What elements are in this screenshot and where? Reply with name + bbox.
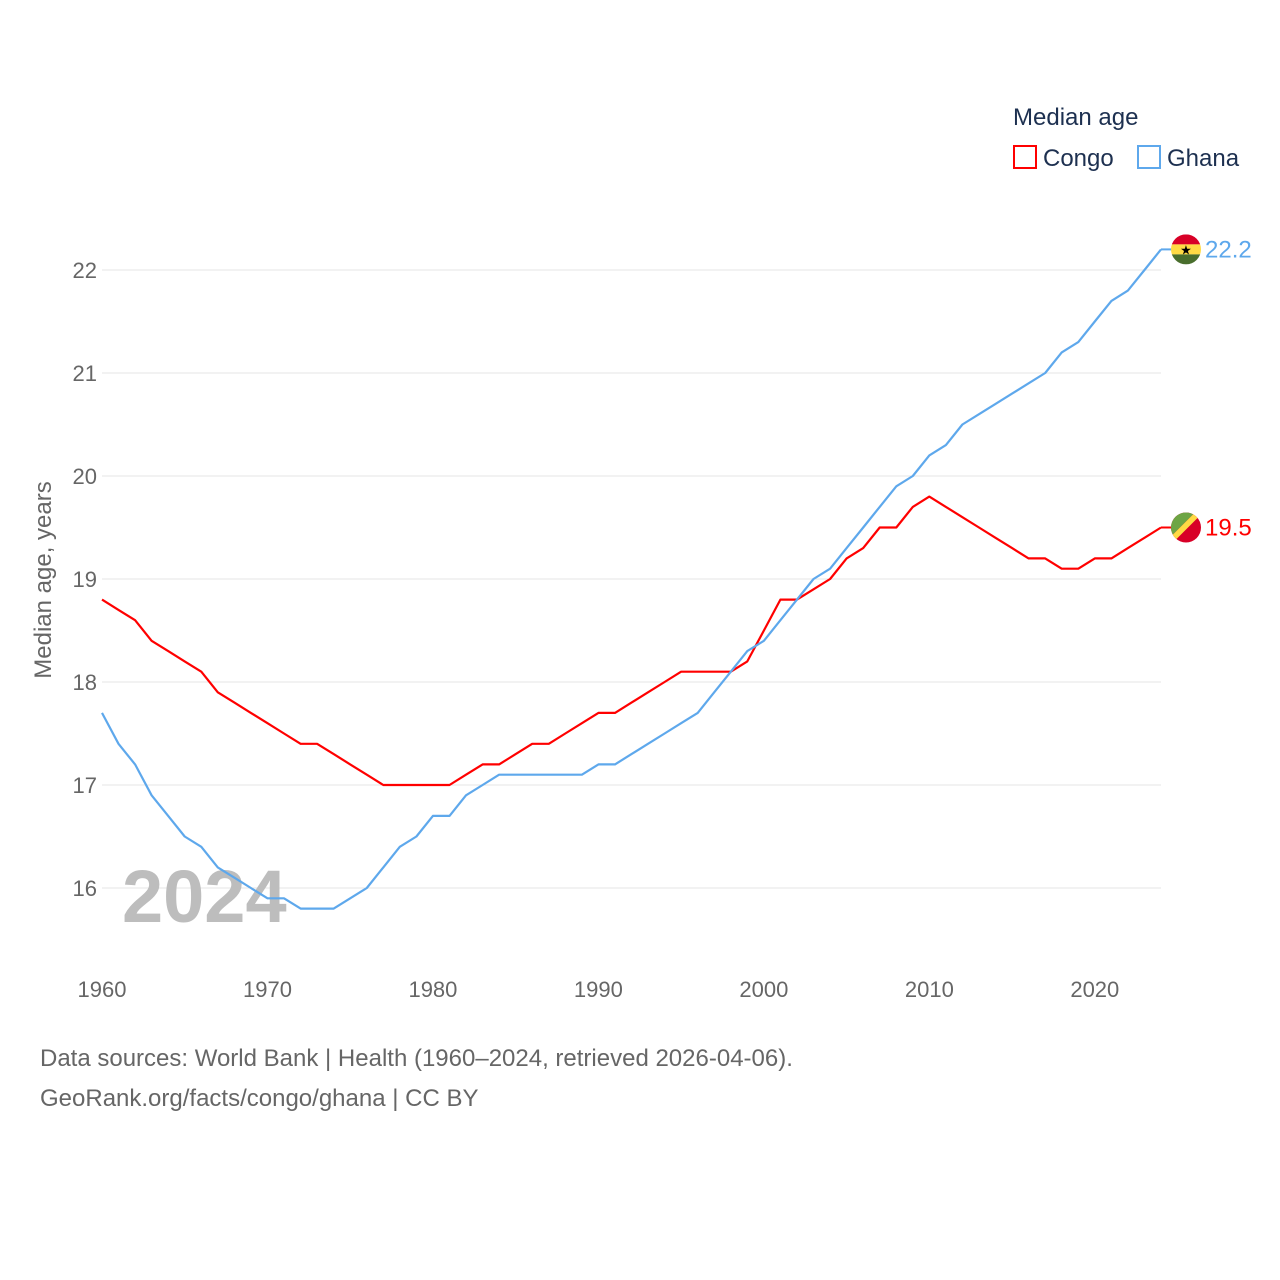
flag-band	[1171, 512, 1201, 543]
legend-title: Median age	[1013, 104, 1138, 131]
credit-link[interactable]: GeoRank.org/facts/congo/ghana | CC BY	[40, 1085, 479, 1112]
gridlines	[102, 269, 1161, 889]
legend-swatch-congo[interactable]	[1013, 145, 1037, 169]
legend-label-ghana[interactable]: Ghana	[1167, 145, 1240, 172]
x-tick-label: 2000	[739, 977, 788, 1002]
y-tick-label: 17	[73, 773, 97, 798]
ghana-flag-icon: ★	[1171, 234, 1201, 265]
flag-star: ★	[1180, 242, 1192, 257]
flag-stripe	[1171, 244, 1201, 255]
y-tick-label: 16	[73, 876, 97, 901]
x-tick-label: 1980	[408, 977, 457, 1002]
series-line-ghana	[101, 248, 1162, 910]
series-line-congo	[101, 495, 1162, 787]
x-tick-label: 2020	[1070, 977, 1119, 1002]
series-lines	[101, 248, 1162, 910]
y-axis-ticks: 16 17 18 19 20 21 22	[73, 258, 97, 901]
congo-flag-icon	[1171, 512, 1201, 543]
y-axis-label: Median age, years	[30, 481, 57, 678]
x-axis-ticks: 1960 1970 1980 1990 2000 2010 2020	[78, 977, 1120, 1002]
legend-label-congo[interactable]: Congo	[1043, 145, 1114, 172]
y-tick-label: 20	[73, 464, 97, 489]
x-tick-label: 1970	[243, 977, 292, 1002]
year-watermark: 2024	[122, 855, 287, 938]
flag-stripe	[1171, 234, 1201, 245]
end-value-label-ghana: 22.2	[1205, 236, 1252, 263]
y-tick-label: 21	[73, 361, 97, 386]
data-source-note: Data sources: World Bank | Health (1960–…	[40, 1045, 793, 1072]
x-tick-label: 2010	[905, 977, 954, 1002]
flag-body	[1171, 512, 1201, 543]
end-markers: 19.5 ★ 22.2	[1161, 234, 1252, 543]
legend-swatch-ghana[interactable]	[1137, 145, 1161, 169]
legend: Median age Congo Ghana	[1013, 104, 1240, 172]
y-tick-label: 19	[73, 567, 97, 592]
end-value-label-congo: 19.5	[1205, 515, 1252, 542]
flag-body: ★	[1171, 234, 1201, 265]
x-tick-label: 1990	[574, 977, 623, 1002]
y-tick-label: 18	[73, 670, 97, 695]
y-tick-label: 22	[73, 258, 97, 283]
x-tick-label: 1960	[78, 977, 127, 1002]
flag-stripe	[1171, 254, 1201, 265]
